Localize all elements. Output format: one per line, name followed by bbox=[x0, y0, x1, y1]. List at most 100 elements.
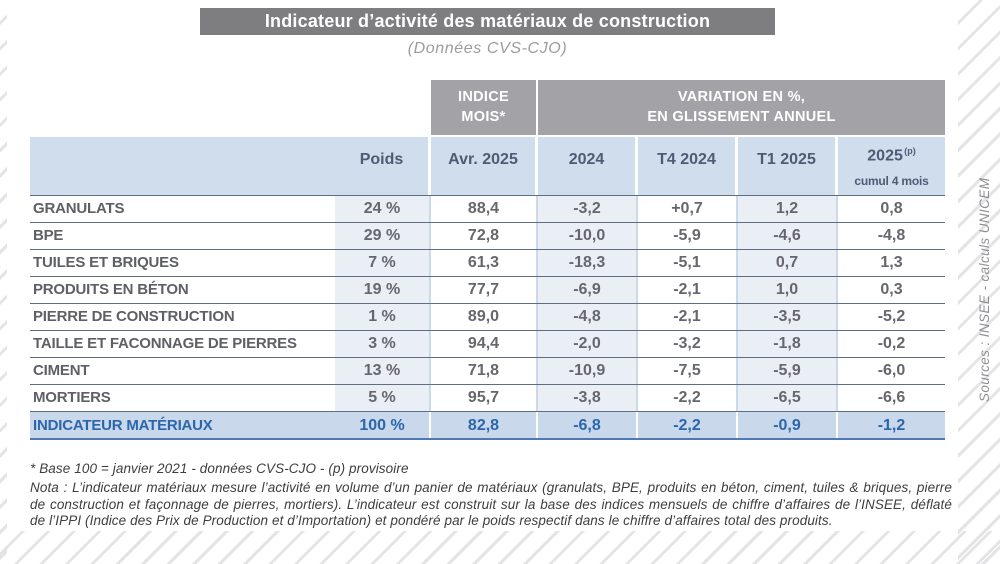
table-cell-cumul: 0,3 bbox=[880, 281, 903, 298]
table-row: BPE 29 % 72,8 -10,0 -5,9 -4,6 -4,8 bbox=[30, 223, 945, 250]
table-cell-poids: 13 % bbox=[335, 358, 431, 384]
table-cell-poids: 7 % bbox=[335, 250, 431, 276]
torn-edge-left bbox=[0, 0, 7, 564]
table-cell-indice: 72,8 bbox=[431, 223, 538, 249]
table-cell-t1: -6,5 bbox=[738, 385, 838, 411]
table-cell-t1: 1,0 bbox=[738, 277, 838, 303]
header-variation: VARIATION EN %, EN GLISSEMENT ANNUEL bbox=[538, 80, 945, 135]
table-cell-indice: 94,4 bbox=[431, 331, 538, 357]
table-cell-y2024: -3,2 bbox=[538, 196, 638, 222]
header-month: Avr. 2025 bbox=[431, 137, 538, 195]
table-row: PIERRE DE CONSTRUCTION 1 % 89,0 -4,8 -2,1 -3,… bbox=[30, 304, 945, 331]
table-cell-poids: 1 % bbox=[335, 304, 431, 330]
table-cell-y2024: -2,0 bbox=[538, 331, 638, 357]
table-cell-label: MORTIERS bbox=[33, 389, 111, 406]
table-cell-y2024: -18,3 bbox=[538, 250, 638, 276]
table-cell-t4: +0,7 bbox=[638, 196, 738, 222]
table-cell-poids: 29 % bbox=[335, 223, 431, 249]
table-cell-indice: 89,0 bbox=[431, 304, 538, 330]
header-2025: 2025 (p) cumul 4 mois bbox=[838, 137, 945, 195]
header-t1-2025: T1 2025 bbox=[738, 137, 838, 195]
footnote-nota: Nota : L’indicateur matériaux mesure l’a… bbox=[30, 480, 952, 529]
header-indice-line1: INDICE bbox=[458, 89, 509, 106]
table-cell-y2024: -4,8 bbox=[538, 304, 638, 330]
table-cell-t4: -2,1 bbox=[638, 277, 738, 303]
table-row: CIMENT 13 % 71,8 -10,9 -7,5 -5,9 -6,0 bbox=[30, 358, 945, 385]
header-2025-cumul: cumul 4 mois bbox=[854, 174, 929, 189]
table-cell-label: TUILES ET BRIQUES bbox=[33, 254, 179, 271]
header-2024: 2024 bbox=[538, 137, 638, 195]
table-cell-indice: 82,8 bbox=[431, 412, 538, 438]
table-cell-cumul: -5,2 bbox=[877, 308, 906, 325]
table-cell-cumul: -6,6 bbox=[877, 389, 906, 406]
page-subtitle: (Données CVS-CJO) bbox=[407, 40, 568, 57]
table-cell-t1: 1,2 bbox=[738, 196, 838, 222]
table-cell-cumul: -1,2 bbox=[877, 417, 906, 434]
header-2025-year: 2025 (p) bbox=[867, 146, 916, 165]
header-variation-line1: VARIATION EN %, bbox=[677, 89, 806, 106]
table-cell-y2024: -10,9 bbox=[538, 358, 638, 384]
table-cell-label: TAILLE ET FACONNAGE DE PIERRES bbox=[33, 335, 297, 352]
table-cell-indice: 71,8 bbox=[431, 358, 538, 384]
header-poids: Poids bbox=[335, 137, 431, 195]
header-indice-line2: MOIS* bbox=[461, 108, 506, 125]
table-total-row: INDICATEUR MATÉRIAUX 100 % 82,8 -6,8 -2,2 -0,… bbox=[30, 412, 945, 440]
sources-caption: Sources : INSEE - calculs UNICEM bbox=[977, 177, 992, 403]
header-empty bbox=[30, 137, 335, 195]
table-cell-label: INDICATEUR MATÉRIAUX bbox=[33, 417, 213, 434]
footnote-base: * Base 100 = janvier 2021 - données CVS-… bbox=[30, 461, 409, 476]
torn-edge-right bbox=[958, 0, 1000, 564]
torn-edge-bottom bbox=[0, 531, 1000, 564]
table-cell-label: PIERRE DE CONSTRUCTION bbox=[33, 308, 235, 325]
table-cell-label: CIMENT bbox=[33, 362, 90, 379]
table-cell-label: PRODUITS EN BÉTON bbox=[33, 281, 189, 298]
table-cell-indice: 77,7 bbox=[431, 277, 538, 303]
table-cell-indice: 61,3 bbox=[431, 250, 538, 276]
table-cell-poids: 3 % bbox=[335, 331, 431, 357]
table-cell-y2024: -10,0 bbox=[538, 223, 638, 249]
table-cell-y2024: -6,9 bbox=[538, 277, 638, 303]
table-cell-t1: 0,7 bbox=[738, 250, 838, 276]
table-cell-t4: -5,1 bbox=[638, 250, 738, 276]
header-variation-line2: EN GLISSEMENT ANNUEL bbox=[647, 108, 836, 125]
table-row: PRODUITS EN BÉTON 19 % 77,7 -6,9 -2,1 1,0 0,3 bbox=[30, 277, 945, 304]
table-cell-poids: 100 % bbox=[335, 412, 431, 438]
table-cell-poids: 24 % bbox=[335, 196, 431, 222]
table-row: MORTIERS 5 % 95,7 -3,8 -2,2 -6,5 -6,6 bbox=[30, 385, 945, 412]
table-cell-t4: -5,9 bbox=[638, 223, 738, 249]
table-row: GRANULATS 24 % 88,4 -3,2 +0,7 1,2 0,8 bbox=[30, 196, 945, 223]
table-header-groups: INDICE MOIS* VARIATION EN %, EN GLISSEME… bbox=[30, 80, 945, 135]
header-indice-mois: INDICE MOIS* bbox=[431, 80, 536, 135]
table-cell-cumul: -4,8 bbox=[877, 227, 906, 244]
table-cell-label: BPE bbox=[33, 227, 64, 244]
table-cell-t1: -0,9 bbox=[738, 412, 838, 438]
table-cell-cumul: -0,2 bbox=[877, 335, 906, 352]
table-cell-label: GRANULATS bbox=[33, 200, 125, 217]
indicators-table: INDICE MOIS* VARIATION EN %, EN GLISSEME… bbox=[30, 80, 945, 440]
table-cell-t4: -2,1 bbox=[638, 304, 738, 330]
table-cell-t1: -3,5 bbox=[738, 304, 838, 330]
table-cell-cumul: -6,0 bbox=[877, 362, 906, 379]
header-t4-2024: T4 2024 bbox=[638, 137, 738, 195]
table-row: TUILES ET BRIQUES 7 % 61,3 -18,3 -5,1 0,7 1,3 bbox=[30, 250, 945, 277]
table-cell-t4: -2,2 bbox=[638, 385, 738, 411]
table-cell-t4: -3,2 bbox=[638, 331, 738, 357]
page-title: Indicateur d’activité des matériaux de c… bbox=[200, 8, 775, 35]
table-cell-poids: 5 % bbox=[335, 385, 431, 411]
table-cell-t1: -4,6 bbox=[738, 223, 838, 249]
table-cell-cumul: 1,3 bbox=[880, 254, 903, 271]
table-cell-poids: 19 % bbox=[335, 277, 431, 303]
table-cell-indice: 88,4 bbox=[431, 196, 538, 222]
table-body: GRANULATS 24 % 88,4 -3,2 +0,7 1,2 0,8 BPE 29 % 72… bbox=[30, 195, 945, 440]
table-row: TAILLE ET FACONNAGE DE PIERRES 3 % 94,4 -2,… bbox=[30, 331, 945, 358]
table-cell-y2024: -3,8 bbox=[538, 385, 638, 411]
table-cell-t1: -1,8 bbox=[738, 331, 838, 357]
table-column-headers: Poids Avr. 2025 2024 T4 2024 T1 2025 202… bbox=[30, 137, 945, 195]
table-cell-indice: 95,7 bbox=[431, 385, 538, 411]
table-cell-t4: -7,5 bbox=[638, 358, 738, 384]
table-cell-t1: -5,9 bbox=[738, 358, 838, 384]
table-cell-cumul: 0,8 bbox=[880, 200, 903, 217]
table-cell-y2024: -6,8 bbox=[538, 412, 638, 438]
table-cell-t4: -2,2 bbox=[638, 412, 738, 438]
